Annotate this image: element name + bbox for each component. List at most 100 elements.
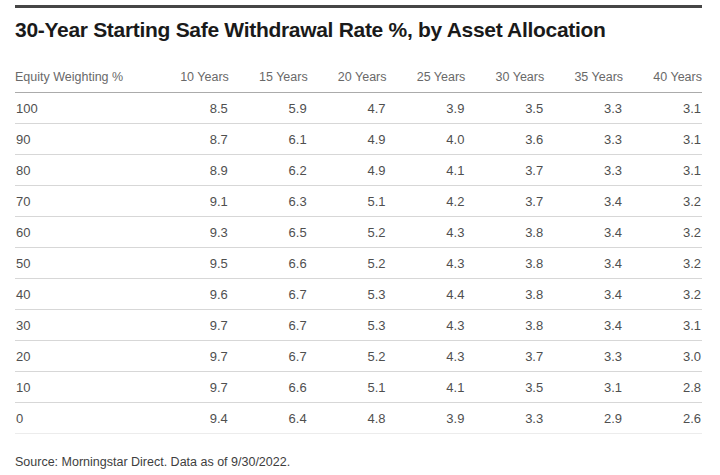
- rate-value-cell: 3.7: [465, 155, 544, 186]
- rate-value-cell: 3.0: [623, 341, 702, 372]
- rate-value-cell: 3.6: [465, 124, 544, 155]
- rate-value-cell: 5.3: [308, 279, 387, 310]
- rate-value-cell: 4.1: [387, 372, 466, 403]
- rate-value-cell: 5.2: [308, 217, 387, 248]
- top-rule: [15, 5, 702, 8]
- column-header: 40 Years: [623, 58, 702, 93]
- rate-value-cell: 4.4: [387, 279, 466, 310]
- rate-value-cell: 6.7: [229, 279, 308, 310]
- rate-value-cell: 6.7: [229, 310, 308, 341]
- rate-value-cell: 4.3: [387, 217, 466, 248]
- rate-value-cell: 3.1: [623, 124, 702, 155]
- rate-value-cell: 3.2: [623, 279, 702, 310]
- rate-value-cell: 4.3: [387, 310, 466, 341]
- page-title: 30-Year Starting Safe Withdrawal Rate %,…: [15, 17, 702, 43]
- table-body: 1008.55.94.73.93.53.33.1908.76.14.94.03.…: [15, 93, 702, 434]
- table-row: 808.96.24.94.13.73.33.1: [15, 155, 702, 186]
- rate-value-cell: 3.9: [387, 93, 466, 124]
- rate-value-cell: 5.1: [308, 372, 387, 403]
- rate-value-cell: 8.7: [150, 124, 229, 155]
- rate-value-cell: 3.4: [544, 186, 623, 217]
- rate-value-cell: 3.4: [544, 217, 623, 248]
- rate-value-cell: 4.7: [308, 93, 387, 124]
- rate-value-cell: 3.5: [465, 372, 544, 403]
- table-row: 209.76.75.24.33.73.33.0: [15, 341, 702, 372]
- rate-value-cell: 4.1: [387, 155, 466, 186]
- rate-value-cell: 2.6: [623, 403, 702, 434]
- rate-value-cell: 6.7: [229, 341, 308, 372]
- exhibit-page: 30-Year Starting Safe Withdrawal Rate %,…: [0, 0, 720, 475]
- rate-value-cell: 2.8: [623, 372, 702, 403]
- rate-value-cell: 3.8: [465, 279, 544, 310]
- table-row: 908.76.14.94.03.63.33.1: [15, 124, 702, 155]
- table-row: 1008.55.94.73.93.53.33.1: [15, 93, 702, 124]
- rate-value-cell: 6.6: [229, 372, 308, 403]
- equity-weighting-cell: 100: [15, 93, 150, 124]
- row-header-label: Equity Weighting %: [15, 58, 150, 93]
- rate-value-cell: 4.3: [387, 341, 466, 372]
- source-note: Source: Morningstar Direct. Data as of 9…: [15, 455, 702, 469]
- column-header: 20 Years: [308, 58, 387, 93]
- equity-weighting-cell: 90: [15, 124, 150, 155]
- rate-value-cell: 9.7: [150, 372, 229, 403]
- equity-weighting-cell: 0: [15, 403, 150, 434]
- rate-value-cell: 3.1: [544, 372, 623, 403]
- table-header-row: Equity Weighting %10 Years15 Years20 Yea…: [15, 58, 702, 93]
- rate-value-cell: 6.1: [229, 124, 308, 155]
- rate-value-cell: 3.2: [623, 248, 702, 279]
- table-head: Equity Weighting %10 Years15 Years20 Yea…: [15, 58, 702, 93]
- rate-value-cell: 4.9: [308, 124, 387, 155]
- rate-value-cell: 3.4: [544, 310, 623, 341]
- safe-withdrawal-rate-table: Equity Weighting %10 Years15 Years20 Yea…: [15, 58, 702, 434]
- rate-value-cell: 9.1: [150, 186, 229, 217]
- column-header: 15 Years: [229, 58, 308, 93]
- table-row: 109.76.65.14.13.53.12.8: [15, 372, 702, 403]
- rate-value-cell: 3.1: [623, 310, 702, 341]
- rate-value-cell: 5.2: [308, 341, 387, 372]
- equity-weighting-cell: 80: [15, 155, 150, 186]
- rate-value-cell: 3.4: [544, 279, 623, 310]
- column-header: 10 Years: [150, 58, 229, 93]
- rate-value-cell: 3.9: [387, 403, 466, 434]
- rate-value-cell: 8.9: [150, 155, 229, 186]
- rate-value-cell: 3.7: [465, 186, 544, 217]
- rate-value-cell: 3.5: [465, 93, 544, 124]
- rate-value-cell: 5.3: [308, 310, 387, 341]
- rate-value-cell: 9.7: [150, 310, 229, 341]
- table-row: 609.36.55.24.33.83.43.2: [15, 217, 702, 248]
- rate-value-cell: 3.8: [465, 310, 544, 341]
- table-row: 409.66.75.34.43.83.43.2: [15, 279, 702, 310]
- rate-value-cell: 6.6: [229, 248, 308, 279]
- rate-value-cell: 5.9: [229, 93, 308, 124]
- rate-value-cell: 6.3: [229, 186, 308, 217]
- rate-value-cell: 9.7: [150, 341, 229, 372]
- rate-value-cell: 6.5: [229, 217, 308, 248]
- rate-value-cell: 3.1: [623, 93, 702, 124]
- column-header: 30 Years: [465, 58, 544, 93]
- rate-value-cell: 9.3: [150, 217, 229, 248]
- equity-weighting-cell: 60: [15, 217, 150, 248]
- rate-value-cell: 3.8: [465, 217, 544, 248]
- table-row: 709.16.35.14.23.73.43.2: [15, 186, 702, 217]
- equity-weighting-cell: 20: [15, 341, 150, 372]
- rate-value-cell: 3.2: [623, 186, 702, 217]
- equity-weighting-cell: 30: [15, 310, 150, 341]
- rate-value-cell: 3.3: [544, 341, 623, 372]
- rate-value-cell: 4.2: [387, 186, 466, 217]
- rate-value-cell: 4.0: [387, 124, 466, 155]
- rate-value-cell: 5.1: [308, 186, 387, 217]
- table-row: 09.46.44.83.93.32.92.6: [15, 403, 702, 434]
- rate-value-cell: 3.3: [544, 93, 623, 124]
- rate-value-cell: 4.9: [308, 155, 387, 186]
- rate-value-cell: 3.8: [465, 248, 544, 279]
- rate-value-cell: 5.2: [308, 248, 387, 279]
- rate-value-cell: 9.5: [150, 248, 229, 279]
- rate-value-cell: 3.2: [623, 217, 702, 248]
- rate-value-cell: 3.3: [544, 124, 623, 155]
- equity-weighting-cell: 40: [15, 279, 150, 310]
- rate-value-cell: 3.3: [544, 155, 623, 186]
- rate-value-cell: 6.2: [229, 155, 308, 186]
- rate-value-cell: 4.3: [387, 248, 466, 279]
- equity-weighting-cell: 10: [15, 372, 150, 403]
- equity-weighting-cell: 70: [15, 186, 150, 217]
